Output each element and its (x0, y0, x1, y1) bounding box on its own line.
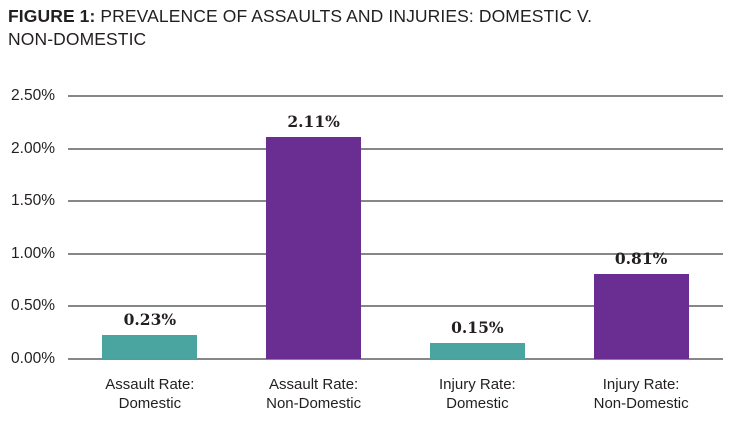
figure-title: FIGURE 1: PREVALENCE OF ASSAULTS AND INJ… (8, 5, 592, 51)
y-axis-tick-label: 1.50% (11, 192, 55, 210)
category-label-line: Injury Rate: (439, 376, 516, 393)
gridline-2.00% (68, 147, 723, 150)
bar-injury-rate-domestic (429, 343, 525, 359)
y-axis-tick-label: 1.00% (11, 244, 55, 262)
bar-assault-rate-non-domestic (266, 137, 362, 359)
gridline-1.50% (68, 200, 723, 203)
gridline-0.50% (68, 305, 723, 308)
category-label-line: Domestic (446, 394, 509, 412)
bar-value-label: 2.11% (287, 112, 340, 132)
figure-title-line1: FIGURE 1: PREVALENCE OF ASSAULTS AND INJ… (8, 5, 592, 28)
x-axis-category-label: Assault Rate: Domestic (68, 376, 232, 413)
gridline-0.00% (68, 358, 723, 360)
y-axis-tick-label: 0.50% (11, 297, 55, 315)
bar-assault-rate-domestic (102, 334, 198, 359)
category-label-line: Domestic (118, 394, 182, 412)
figure-number: FIGURE 1: (8, 6, 96, 26)
figure-title-text: PREVALENCE OF ASSAULTS AND INJURIES: DOM… (95, 6, 593, 26)
category-label-line: Non-Domestic (266, 394, 362, 412)
bar-value-label: 0.81% (614, 248, 668, 268)
x-axis-category-label: Injury Rate: Non-Domestic (559, 376, 723, 413)
bar-injury-rate-non-domestic (593, 273, 689, 359)
category-label-line: Non-Domestic (593, 394, 689, 412)
x-axis-category-label: Injury Rate: Domestic (396, 376, 560, 413)
gridline-2.50% (68, 95, 723, 97)
figure-title-line2: NON-DOMESTIC (8, 29, 147, 49)
gridline-1.00% (68, 252, 723, 255)
x-axis-category-label: Assault Rate: Non-Domestic (232, 376, 396, 413)
category-label-line: Assault Rate: (269, 376, 359, 393)
y-axis-tick-label: 0.00% (11, 350, 55, 367)
category-label-line: Assault Rate: (105, 376, 195, 393)
category-label-line: Injury Rate: (602, 376, 680, 393)
bar-value-label: 0.15% (451, 318, 504, 338)
y-axis-tick-label: 2.00% (11, 139, 55, 157)
y-axis-tick-label: 2.50% (11, 87, 55, 104)
bar-value-label: 0.23% (123, 309, 177, 329)
